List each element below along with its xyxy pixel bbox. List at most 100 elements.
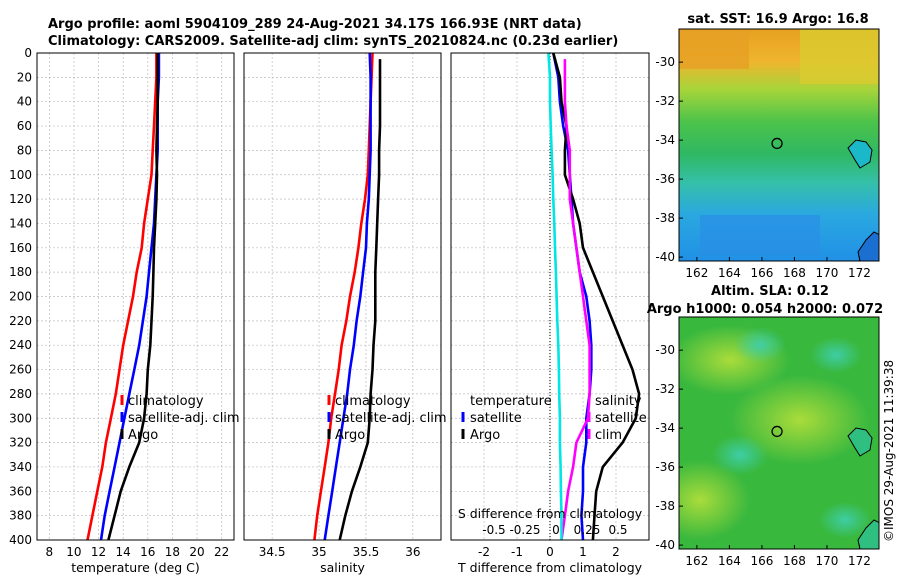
- salinity-xtick-label: 35: [311, 545, 326, 559]
- depth-tick-label: 60: [17, 119, 32, 133]
- salinity-xtick-label: 36: [405, 545, 420, 559]
- depth-tick-label: 160: [9, 241, 32, 255]
- difference-panel: -2 -1 0 1 2T difference from climatology temp…: [450, 52, 650, 575]
- depth-tick-label: 240: [9, 338, 32, 352]
- depth-tick-label: 20: [17, 70, 32, 84]
- sla-low-2: [810, 337, 862, 373]
- salinity-series-satellite-adj-clim: [323, 52, 372, 541]
- difference-legend-left-label: satellite: [470, 411, 522, 426]
- temperature-legend-label: satellite-adj. clim: [128, 411, 240, 426]
- header-line-2: Climatology: CARS2009. Satellite-adj cli…: [48, 34, 618, 49]
- depth-tick-label: 300: [9, 411, 32, 425]
- depth-tick-label: 260: [9, 363, 32, 377]
- depth-tick-label: 360: [9, 484, 32, 498]
- depth-tick-label: 100: [9, 168, 32, 182]
- depth-tick-label: 0: [24, 46, 32, 60]
- depth-tick-label: 80: [17, 143, 32, 157]
- sla-low-4: [819, 502, 871, 538]
- depth-tick-label: 400: [9, 533, 32, 547]
- salinity-xtick-label: 35.5: [353, 545, 380, 559]
- sst_map-ytick-label: -34: [655, 133, 675, 147]
- depth-tick-label: 280: [9, 387, 32, 401]
- depth-tick-label: 220: [9, 314, 32, 328]
- sla_map-xtick-label: 170: [816, 554, 839, 568]
- sla_map-ytick-label: -40: [655, 538, 675, 552]
- sst-warm-patch: [679, 29, 749, 69]
- sla_map-ytick-label: -32: [655, 382, 675, 396]
- sla_map-xtick-label: 166: [750, 554, 773, 568]
- depth-tick-label: 340: [9, 460, 32, 474]
- sla_map-ytick-label: -38: [655, 499, 675, 513]
- sla-high-2: [730, 375, 870, 465]
- temperature-xtick-label: 18: [165, 545, 180, 559]
- sst_map-xtick-label: 164: [718, 266, 741, 280]
- temperature-xtick-label: 14: [116, 545, 131, 559]
- depth-tick-label: 200: [9, 290, 32, 304]
- sla-map: Altim. SLA: 0.12 Argo h1000: 0.054 h2000…: [647, 284, 883, 568]
- temperature-xlabel: temperature (deg C): [71, 560, 200, 575]
- sla_map-ytick-label: -34: [655, 421, 675, 435]
- salinity-xlabel: salinity: [320, 560, 365, 575]
- sst-coast-south: [857, 231, 879, 261]
- sla_map-xtick-label: 162: [685, 554, 708, 568]
- difference-legend-right-label: salinity: [595, 394, 642, 409]
- salinity-panel: 34.5 35 35.5 36 salinity climatology satellite…: [243, 52, 447, 575]
- difference-xlabel2: S difference from climatology: [458, 506, 643, 521]
- difference-xtick-label: -2: [478, 545, 490, 559]
- difference-s-tick-label: 0.5: [608, 523, 627, 537]
- sla_map-ytick-label: -30: [655, 343, 675, 357]
- difference-legend-right-label: clim: [595, 428, 622, 443]
- difference-s-tick-label: 0: [552, 523, 560, 537]
- sst_map-xtick-label: 170: [816, 266, 839, 280]
- sla-map-frame: [678, 316, 880, 550]
- sla-map-subtitle: Argo h1000: 0.054 h2000: 0.072: [647, 302, 883, 317]
- temperature-xtick-label: 16: [140, 545, 155, 559]
- sst-map-frame: [678, 28, 880, 262]
- sla-low-3: [712, 435, 768, 475]
- sst-map-axes: 162 164 166 168 170 172 -30 -32 -34 -36 -38 -40: [655, 55, 871, 280]
- depth-tick-label: 180: [9, 265, 32, 279]
- header-line-1: Argo profile: aoml 5904109_289 24-Aug-20…: [48, 17, 582, 32]
- sst_map-ytick-label: -36: [655, 172, 675, 186]
- sla-low-1: [734, 327, 786, 363]
- sla-argo-marker: [771, 425, 783, 438]
- difference-xtick-label: 2: [612, 545, 620, 559]
- difference-legend-right-label: satellite: [595, 411, 647, 426]
- sst_map-xtick-label: 168: [783, 266, 806, 280]
- salinity-legend-label: Argo: [335, 428, 365, 443]
- sst_map-ytick-label: -38: [655, 211, 675, 225]
- difference-frame: [450, 52, 650, 541]
- temperature-frame: [36, 52, 235, 541]
- salinity-series-argo: [338, 59, 382, 541]
- difference-xtick-label: 1: [579, 545, 587, 559]
- temperature-xtick-label: 12: [91, 545, 106, 559]
- difference-legend-left-label: Argo: [470, 428, 500, 443]
- sst-cold-patch: [700, 215, 820, 255]
- sst_map-xtick-label: 172: [848, 266, 871, 280]
- difference-xtick-label: 0: [546, 545, 554, 559]
- sst_map-xtick-label: 166: [750, 266, 773, 280]
- salinity-legend-label: satellite-adj. clim: [335, 411, 447, 426]
- difference-s-tick-label: -0.25: [509, 523, 540, 537]
- depth-tick-label: 320: [9, 436, 32, 450]
- depth-tick-label: 380: [9, 509, 32, 523]
- salinity-frame: [243, 52, 442, 541]
- sst-map-title: sat. SST: 16.9 Argo: 16.8: [687, 12, 868, 27]
- sla-map-title: Altim. SLA: 0.12: [711, 284, 829, 299]
- temperature-panel: 8 10 12 14 16 18 20 22 temperature (deg C) 0 20 40 6…: [9, 46, 240, 575]
- temperature-legend-label: Argo: [128, 428, 158, 443]
- difference-series-t-argo: [552, 52, 641, 541]
- difference-series-t-difference: [547, 52, 563, 540]
- salinity-series-climatology: [313, 52, 374, 541]
- sla_map-xtick-label: 172: [848, 554, 871, 568]
- temperature-xtick-label: 10: [66, 545, 81, 559]
- sst-coast-north-cape: [847, 139, 873, 169]
- sla-coast-south: [857, 519, 879, 549]
- temperature-xtick-label: 20: [189, 545, 204, 559]
- sst_map-ytick-label: -40: [655, 250, 675, 264]
- sla_map-xtick-label: 164: [718, 554, 741, 568]
- temperature-series-climatology: [86, 53, 158, 541]
- depth-tick-label: 40: [17, 95, 32, 109]
